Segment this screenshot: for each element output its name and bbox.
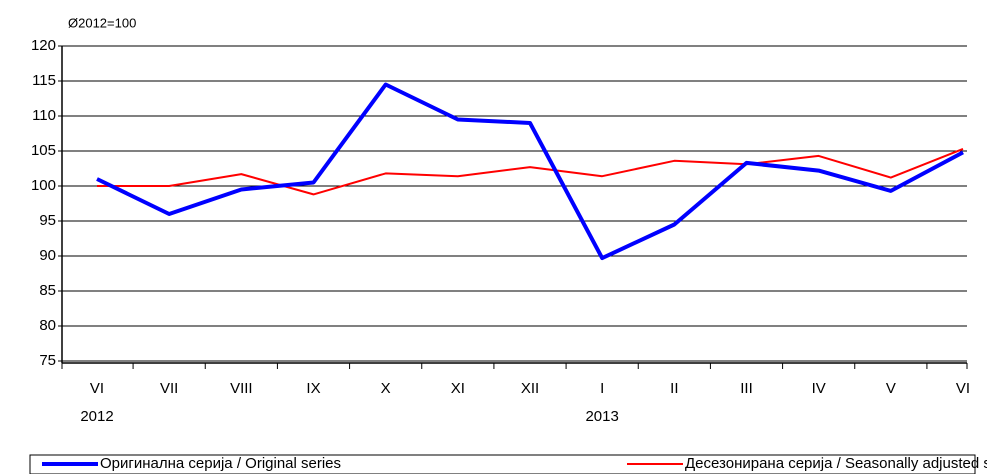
x-tick-label: III bbox=[740, 380, 753, 397]
x-group-label: 2012 bbox=[80, 408, 113, 425]
x-tick-label: IV bbox=[812, 380, 826, 397]
y-tick-label: 110 bbox=[32, 107, 56, 124]
y-tick-label: 75 bbox=[39, 352, 56, 369]
x-tick-label: IX bbox=[306, 380, 320, 397]
y-tick-label: 85 bbox=[39, 282, 56, 299]
unit-label: Ø2012=100 bbox=[68, 15, 136, 30]
y-tick-label: 120 bbox=[31, 37, 56, 54]
y-tick-label: 80 bbox=[39, 317, 56, 334]
x-tick-label: X bbox=[381, 380, 391, 397]
legend-label: Десезонирана серија / Seasonally adjuste… bbox=[685, 455, 987, 472]
x-tick-label: VII bbox=[160, 380, 178, 397]
y-tick-label: 100 bbox=[31, 177, 56, 194]
y-tick-label: 90 bbox=[39, 247, 56, 264]
legend-label: Оригинална серија / Original series bbox=[100, 455, 341, 472]
x-tick-label: XI bbox=[451, 380, 465, 397]
y-tick-label: 105 bbox=[31, 142, 56, 159]
y-tick-label: 115 bbox=[32, 72, 56, 89]
x-tick-label: XII bbox=[521, 380, 539, 397]
x-tick-label: VI bbox=[90, 380, 104, 397]
series-line bbox=[96, 82, 964, 261]
x-group-label: 2013 bbox=[585, 408, 618, 425]
x-tick-label: VI bbox=[956, 380, 970, 397]
x-tick-label: VIII bbox=[230, 380, 253, 397]
y-tick-label: 95 bbox=[39, 212, 56, 229]
x-tick-label: I bbox=[600, 380, 604, 397]
x-tick-label: V bbox=[886, 380, 896, 397]
x-tick-label: II bbox=[670, 380, 678, 397]
legend-box bbox=[29, 454, 976, 474]
series-line bbox=[97, 147, 964, 196]
